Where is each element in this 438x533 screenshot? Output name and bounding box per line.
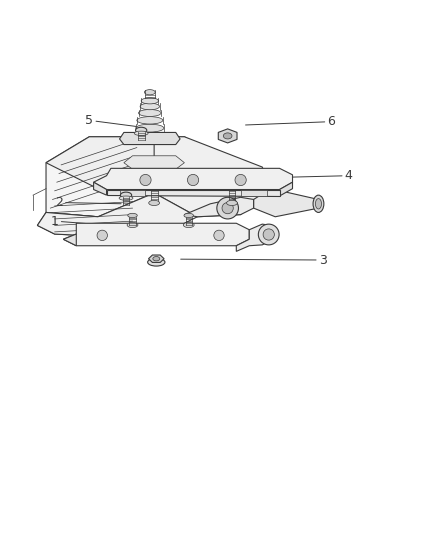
Ellipse shape <box>127 222 138 228</box>
Ellipse shape <box>137 117 163 124</box>
Text: 5: 5 <box>85 114 136 127</box>
Polygon shape <box>120 132 180 144</box>
Ellipse shape <box>120 192 132 198</box>
Polygon shape <box>46 137 228 189</box>
Ellipse shape <box>226 200 237 206</box>
Polygon shape <box>37 213 115 236</box>
Polygon shape <box>64 223 249 246</box>
Ellipse shape <box>136 124 164 132</box>
Polygon shape <box>218 129 237 143</box>
Text: 2: 2 <box>55 196 121 209</box>
Polygon shape <box>184 197 254 217</box>
Ellipse shape <box>315 199 321 209</box>
Circle shape <box>263 229 274 240</box>
Circle shape <box>222 203 233 214</box>
Text: 1: 1 <box>51 215 108 228</box>
Ellipse shape <box>138 109 161 116</box>
Ellipse shape <box>128 213 137 217</box>
Ellipse shape <box>148 259 165 266</box>
Polygon shape <box>240 190 267 196</box>
Ellipse shape <box>145 90 155 95</box>
Ellipse shape <box>135 127 147 133</box>
Circle shape <box>258 224 279 245</box>
Polygon shape <box>124 156 184 169</box>
Ellipse shape <box>184 222 194 228</box>
Ellipse shape <box>223 133 232 139</box>
Text: 4: 4 <box>265 169 353 182</box>
Polygon shape <box>64 234 76 246</box>
Polygon shape <box>279 182 293 196</box>
Ellipse shape <box>153 256 160 261</box>
Polygon shape <box>154 137 271 217</box>
Circle shape <box>187 174 199 185</box>
Circle shape <box>217 197 238 219</box>
Text: 3: 3 <box>181 254 327 266</box>
Ellipse shape <box>141 98 159 104</box>
Ellipse shape <box>119 196 133 200</box>
Polygon shape <box>120 190 145 196</box>
Polygon shape <box>37 193 198 236</box>
Polygon shape <box>148 255 164 262</box>
Polygon shape <box>106 190 279 196</box>
Polygon shape <box>254 189 318 217</box>
Ellipse shape <box>313 195 324 213</box>
Text: 6: 6 <box>246 115 336 128</box>
Ellipse shape <box>140 103 159 110</box>
Circle shape <box>97 230 107 240</box>
Polygon shape <box>236 224 275 252</box>
Polygon shape <box>94 182 106 195</box>
Polygon shape <box>46 137 154 217</box>
Circle shape <box>140 174 151 185</box>
Polygon shape <box>94 168 293 190</box>
Circle shape <box>235 174 246 185</box>
Circle shape <box>214 230 224 240</box>
Ellipse shape <box>149 200 159 206</box>
Ellipse shape <box>134 131 148 135</box>
Ellipse shape <box>184 213 194 217</box>
